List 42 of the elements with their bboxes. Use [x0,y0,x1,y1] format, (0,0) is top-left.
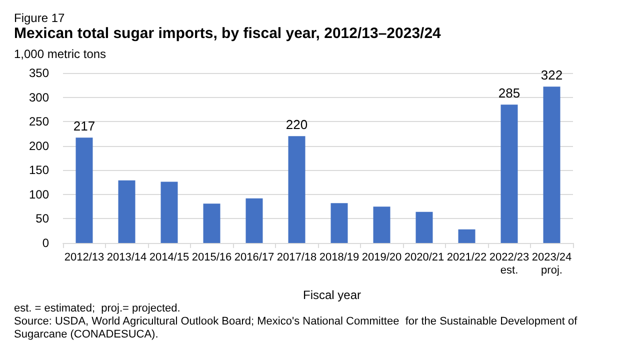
x-tick-label: 2020/21 [404,252,444,264]
y-tick-label: 250 [28,114,50,129]
bar [288,136,306,243]
text: est. = estimated; proj.= projected. [14,302,180,314]
x-tick-label: 2023/24 proj. [532,252,572,276]
x-tick-label: 2012/13 [64,252,104,264]
y-axis-title: 1,000 metric tons [14,47,106,61]
bar [76,138,93,243]
bar [500,104,518,243]
chart-title: Mexican total sugar imports, by fiscal year, 2012/13–2023/24 [14,25,442,42]
caption: Figure 17 [14,11,66,25]
bar [118,180,136,243]
bar [373,206,390,243]
bar [203,204,220,243]
y-tick-label: 50 [36,212,50,226]
data-label: 220 [286,117,308,132]
bar [330,203,348,243]
bar [160,182,178,243]
x-tick-label: 2016/17 [234,252,274,264]
x-tick-label: 2014/15 [149,252,190,264]
data-label: 217 [73,118,96,134]
x-tick-label: 2015/16 [192,252,232,264]
bar [416,212,433,243]
data-label: 285 [498,86,520,101]
y-tick-label: 0 [42,236,50,250]
x-tick-label: 2019/20 [362,252,402,264]
source-note: Source: USDA, World Agricultural Outlook Board; Mexico's National Committee for the Sustainable Development of Sugarcane (CONADESUCA). [14,316,580,340]
y-tick-label: 350 [28,66,50,80]
x-tick-label: 2018/19 [319,252,360,264]
x-tick-label: 2022/23 est. [489,252,530,276]
data-label: 322 [540,68,563,83]
bar [458,229,476,243]
x-tick-label: 2017/18 [276,252,317,264]
x-tick-label: 2013/14 [106,252,147,264]
bar [543,86,560,243]
y-tick-label: 300 [28,90,50,104]
bar [246,198,263,243]
x-axis-title: Fiscal year [303,288,362,302]
y-tick-label: 100 [28,187,50,202]
x-tick-label: 2021/22 [446,252,487,264]
y-tick-label: 200 [28,138,50,153]
y-tick-label: 150 [28,163,50,178]
